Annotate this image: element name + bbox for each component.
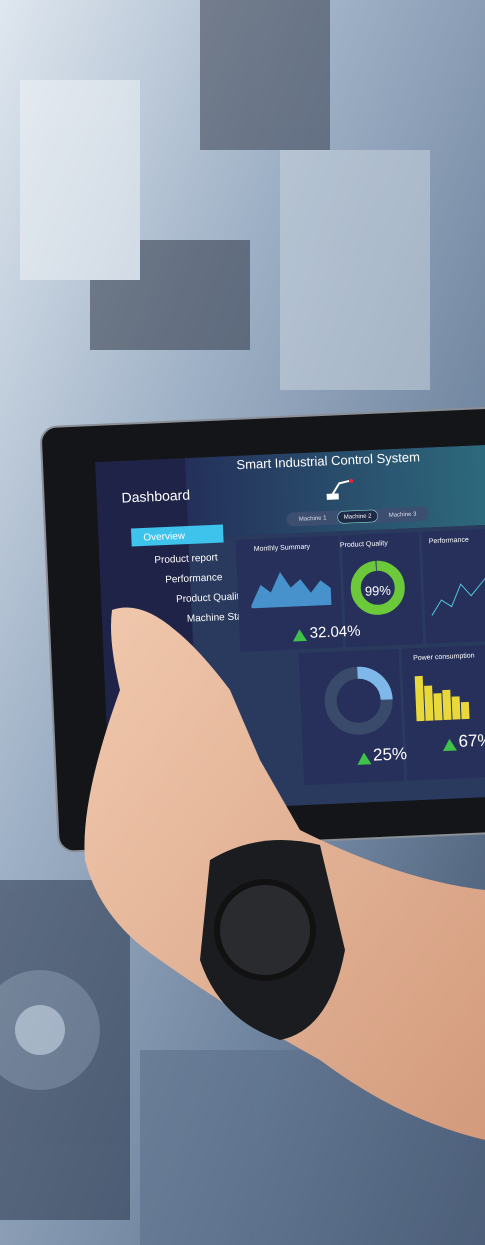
trend-up [357,752,372,765]
panel-value: 32.04% [309,623,361,642]
bar-graphic [414,675,470,722]
sidebar-title: Dashboard [121,487,190,506]
line-graphic [431,577,485,616]
tab[interactable]: Machine 2 [344,514,373,521]
trend-up [293,629,308,642]
panel-title: Monthly Summary [254,544,311,553]
active-nav [130,524,224,547]
ring-arc [350,560,405,615]
panel [421,527,485,644]
nav-item[interactable]: Overview [143,531,186,544]
active-tab [337,509,378,524]
tablet: Dashboard Overview Product report Perfor… [40,406,485,853]
panel-title: Performance [429,537,469,546]
robot-icon [326,478,354,500]
tab[interactable]: Machine 3 [389,512,418,519]
panel-title: Product Quality [340,540,389,549]
panel [401,643,485,781]
ring-arc [324,666,393,735]
panel-value: 25% [373,744,408,764]
nav-item[interactable]: Product report [154,552,218,566]
nav-item[interactable]: Product Quality [176,591,245,605]
area-graphic [251,572,332,609]
nav-item[interactable]: Performance [165,572,223,586]
tab[interactable]: Machine 1 [299,516,328,523]
watch-face [214,879,316,981]
panel-title: Power consumption [413,652,475,662]
panel-value: 67% [458,730,485,750]
ring-label: 99% [365,583,392,599]
trend-up [442,738,457,752]
panel [341,531,424,648]
nav-item[interactable]: Machine State [187,611,252,625]
